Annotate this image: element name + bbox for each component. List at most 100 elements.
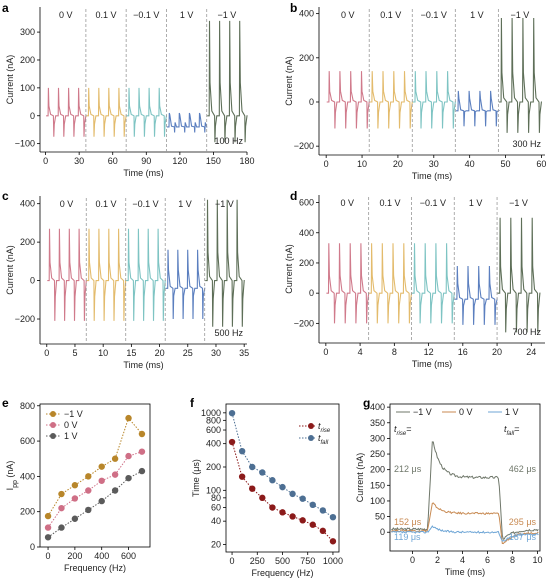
trace-segment-0 bbox=[46, 87, 87, 137]
panel-letter-g: g bbox=[363, 396, 370, 410]
legend-label: 0 V bbox=[459, 407, 473, 417]
data-point bbox=[238, 447, 246, 455]
x-tick-label: 0 bbox=[44, 348, 49, 358]
segment-label: 0.1 V bbox=[96, 10, 117, 20]
segment-label: −1 V bbox=[509, 198, 528, 208]
data-point bbox=[111, 487, 119, 494]
x-tick-label: 5 bbox=[72, 348, 77, 358]
trace-segment-0 bbox=[326, 243, 370, 324]
x-tick-label: 8 bbox=[392, 347, 397, 357]
trace-segment-3 bbox=[454, 265, 498, 325]
data-point bbox=[98, 477, 105, 484]
x-tick-label: 10 bbox=[532, 555, 542, 565]
segment-label: 0.1 V bbox=[95, 199, 116, 209]
x-tick-label: 0 bbox=[324, 159, 329, 169]
frequency-note: 300 Hz bbox=[512, 139, 541, 149]
y-tick-label: 100 bbox=[20, 83, 35, 93]
frequency-note: 700 Hz bbox=[512, 327, 541, 337]
data-point bbox=[138, 430, 146, 438]
segment-label: −0.1 V bbox=[420, 198, 446, 208]
x-tick-label: 30 bbox=[74, 156, 84, 166]
data-point bbox=[85, 487, 92, 494]
data-point bbox=[58, 490, 65, 498]
x-tick-label: 150 bbox=[206, 156, 221, 166]
rise-value-1V: 119 μs bbox=[394, 532, 421, 542]
fall-time-label-sub: fall bbox=[507, 431, 515, 437]
legend-label: −1 V bbox=[64, 409, 83, 419]
legend-label: 1 V bbox=[64, 431, 78, 441]
panel-c-axes: 0 5 10 15 20 25 30 35 −200 0 200 400 Time (ms) Curren… bbox=[5, 196, 249, 370]
y-tick-label: 40 bbox=[211, 516, 221, 526]
x-tick-label: 6 bbox=[485, 555, 490, 565]
trace-segment-1 bbox=[86, 228, 127, 321]
segment-label: −1 V bbox=[217, 10, 236, 20]
data-point bbox=[228, 438, 236, 446]
y-tick-label: 0 bbox=[380, 527, 385, 537]
plot-frame bbox=[39, 403, 151, 548]
legend-marker bbox=[50, 411, 56, 417]
data-point bbox=[319, 507, 327, 514]
y-tick-label: 60 bbox=[211, 503, 221, 513]
data-point bbox=[319, 527, 327, 535]
y-axis-label-main: Current (nA) bbox=[284, 56, 294, 106]
segment-label: 0 V bbox=[59, 10, 73, 20]
data-point bbox=[279, 509, 286, 516]
panel-d-axes: 0 4 8 12 16 20 24 −200 0 200 400 600 Time (ms) Curren… bbox=[284, 195, 545, 369]
fall-time-label-main: t bbox=[504, 424, 507, 434]
panel-letter-e: e bbox=[2, 396, 9, 410]
rise-time-label-eq: = bbox=[406, 424, 411, 434]
y-axis-label: Ipp (nA) bbox=[5, 461, 19, 491]
trace-segment-1 bbox=[86, 87, 127, 137]
x-tick-label: 120 bbox=[172, 156, 187, 166]
y-tick-label: 0 bbox=[30, 111, 35, 121]
trace-line bbox=[391, 441, 539, 540]
y-tick-label: 400 bbox=[299, 228, 314, 238]
rise-time-label-main: t bbox=[394, 424, 397, 434]
data-point bbox=[44, 524, 52, 531]
y-tick-label: 0 bbox=[30, 542, 35, 552]
panel-letter-d: d bbox=[290, 189, 297, 203]
legend-label: trise bbox=[318, 421, 331, 434]
x-tick-label: 25 bbox=[183, 348, 193, 358]
y-axis-label: Current (nA) bbox=[5, 245, 15, 295]
y-axis-label: Current (nA) bbox=[284, 244, 294, 294]
data-point bbox=[125, 414, 132, 422]
y-tick-label: 200 bbox=[20, 55, 35, 65]
y-tick-label: 400 bbox=[20, 199, 35, 209]
y-axis-label-main: I bbox=[5, 488, 15, 491]
segment-label: 1 V bbox=[180, 10, 194, 20]
data-point bbox=[58, 504, 65, 512]
y-tick-label: 800 bbox=[206, 415, 221, 425]
x-tick-label: 0 bbox=[230, 556, 235, 566]
y-tick-label: 600 bbox=[20, 436, 35, 446]
data-point bbox=[309, 501, 316, 509]
x-tick-label: 16 bbox=[458, 347, 468, 357]
x-tick-label: 20 bbox=[155, 348, 165, 358]
y-tick-label: 200 bbox=[370, 465, 385, 475]
fall-value-1V: 167 μs bbox=[509, 532, 537, 542]
rise-time-label: trise= bbox=[394, 424, 411, 437]
x-tick-label: 35 bbox=[239, 348, 249, 358]
x-tick-label: 180 bbox=[239, 156, 254, 166]
y-axis-label: Current (nA) bbox=[355, 453, 365, 503]
y-tick-label: 100 bbox=[206, 485, 221, 495]
x-tick-label: 8 bbox=[510, 555, 515, 565]
y-tick-label: 350 bbox=[370, 418, 385, 428]
data-point bbox=[238, 473, 246, 480]
x-tick-label: 250 bbox=[250, 556, 265, 566]
segment-label: −0.1 V bbox=[132, 199, 158, 209]
x-tick-label: 4 bbox=[358, 347, 363, 357]
frequency-note: 100 Hz bbox=[214, 136, 243, 146]
data-point bbox=[249, 463, 256, 471]
data-point bbox=[289, 490, 296, 498]
legend-label-main: t bbox=[318, 421, 321, 431]
y-tick-label: 400 bbox=[20, 471, 35, 481]
y-tick-label: 0 bbox=[309, 288, 314, 298]
y-tick-label: −200 bbox=[15, 314, 35, 324]
y-tick-label: 200 bbox=[206, 462, 221, 472]
x-tick-label: 0 bbox=[410, 555, 415, 565]
x-tick-label: 24 bbox=[526, 347, 536, 357]
segment-label: −0.1 V bbox=[133, 10, 159, 20]
x-tick-label: 30 bbox=[211, 348, 221, 358]
y-tick-label: 100 bbox=[370, 496, 385, 506]
